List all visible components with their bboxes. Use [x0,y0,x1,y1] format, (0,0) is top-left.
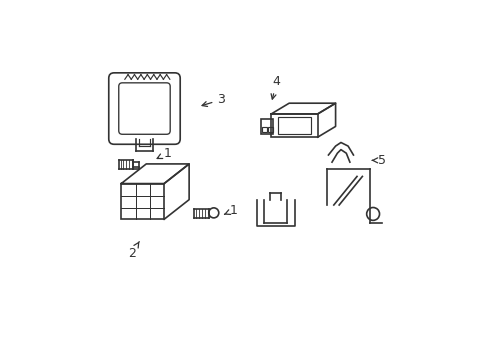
Bar [260,119,272,134]
Bar [262,127,266,132]
Bar [121,184,164,219]
Bar [278,117,310,134]
Text: 2: 2 [128,242,139,260]
Text: 3: 3 [202,93,225,107]
FancyBboxPatch shape [119,83,170,134]
Bar [271,114,317,137]
FancyBboxPatch shape [108,73,180,144]
Text: 5: 5 [371,154,385,167]
Text: 4: 4 [270,75,280,99]
Text: 1: 1 [224,204,237,217]
Text: 1: 1 [157,147,171,160]
Bar [268,127,272,132]
